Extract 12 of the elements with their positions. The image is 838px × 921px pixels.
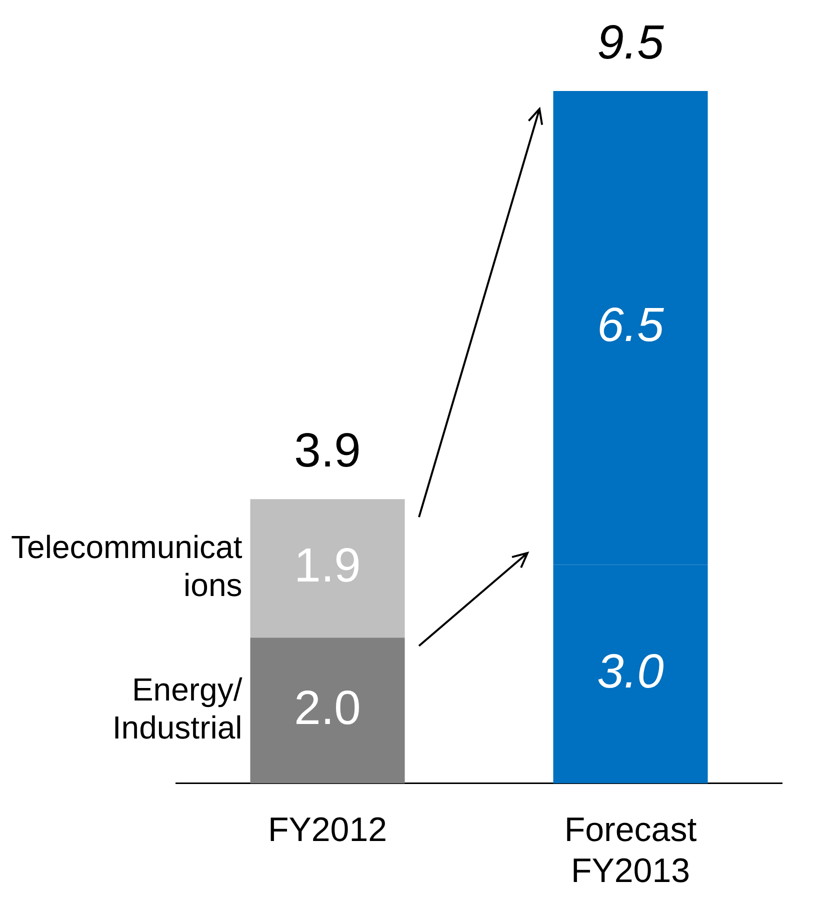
series-label: Telecommunications	[11, 529, 242, 604]
bar	[250, 638, 405, 784]
data-label: 1.9	[294, 540, 361, 593]
data-label: 3.0	[597, 645, 664, 698]
x-tick-label: FY2012	[268, 811, 388, 850]
x-tick-label: Forecast FY2013	[564, 811, 698, 890]
series-label: Energy/Industrial	[112, 671, 242, 746]
data-label: 2.0	[294, 682, 361, 735]
total-label: 9.5	[597, 16, 664, 70]
total-label: 3.9	[294, 424, 361, 478]
bar	[250, 499, 405, 638]
data-label: 6.5	[597, 299, 664, 352]
